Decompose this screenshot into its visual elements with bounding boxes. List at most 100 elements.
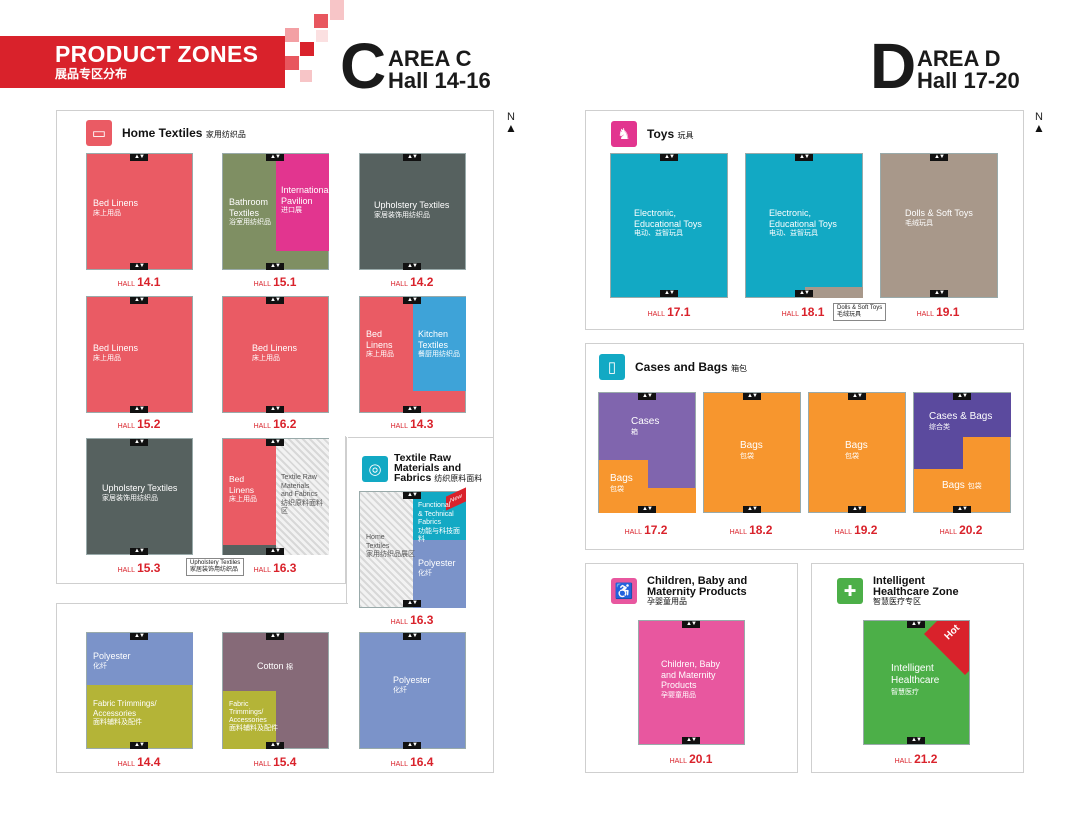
hall-16-4[interactable]: Polyester 化纤	[359, 632, 466, 749]
hall-zone: Bags 包袋	[704, 440, 763, 462]
hall-21-2[interactable]: Hot Intelligent Healthcare 智慧医疗	[863, 620, 970, 745]
zone-label: and Maternity	[661, 669, 716, 680]
zone-label: Electronic,	[634, 208, 677, 218]
hall-16-2[interactable]: Bed Linens 床上用品	[222, 296, 329, 413]
zone-label: Upholstery Textiles	[102, 483, 178, 493]
entrance-arrows-icon: ▲▼	[953, 393, 971, 400]
zone-label: Accessories	[93, 708, 137, 718]
callout-label-zh: 毛绒玩具	[837, 312, 862, 318]
zone-textile-raw: ◎ Textile Raw Materials and Fabrics 纺织原料面料	[362, 453, 482, 484]
hall-15-3[interactable]: Upholstery Textiles 家居装饰用纺织品	[86, 438, 193, 555]
zone-label-zh: 床上用品	[93, 354, 121, 362]
north-arrow-icon: ▲	[1033, 121, 1045, 135]
entrance-arrows-icon: ▲▼	[848, 506, 866, 513]
zone-label-zh: 床上用品	[93, 209, 121, 217]
zone-title: Healthcare Zone	[873, 585, 959, 598]
zone-label: Bags	[740, 440, 763, 451]
hall-15-4[interactable]: Cotton 棉 Fabric Trimmings/Accessories 面料辅料…	[222, 632, 329, 749]
hall-zone: Bed Linens 床上用品	[223, 343, 297, 364]
hall-number: 16.4	[410, 755, 434, 769]
hall-20-1[interactable]: Children, Baby and Maternity Products 孕婴童用品	[638, 620, 745, 745]
hall-prefix: HALL	[253, 281, 272, 288]
deco-square	[330, 0, 344, 20]
zone-label: International	[281, 185, 331, 195]
hall-prefix: HALL	[253, 761, 272, 768]
deco-square	[285, 28, 299, 42]
kitchen-textiles-block	[413, 297, 466, 391]
hall-label: HALL 17.2	[606, 523, 686, 537]
zone-label: Cases & Bags	[929, 411, 993, 422]
area-c-title: AREA C Hall 14-16	[388, 48, 491, 92]
zone-label: Bags	[942, 480, 965, 491]
hall-zone: International Pavilion 进口展	[275, 185, 331, 217]
zone-title: Materials and	[394, 462, 462, 474]
cases-bags-block	[914, 393, 1011, 437]
hall-18-2[interactable]: Bags 包袋	[703, 392, 801, 513]
zone-title: Textile Raw	[394, 452, 451, 464]
zone-label: Educational Toys	[634, 218, 702, 229]
hall-15-2[interactable]: Bed Linens 床上用品	[86, 296, 193, 413]
zone-label-zh: 餐厨用纺织品	[418, 351, 460, 358]
hall-prefix: HALL	[729, 529, 748, 536]
hall-14-1[interactable]: Bed Linens 床上用品	[86, 153, 193, 270]
hall-17-1[interactable]: Electronic, Educational Toys 电动、益智玩具	[610, 153, 728, 298]
zone-label: & Technical	[418, 510, 454, 518]
zone-label: Bags	[845, 440, 868, 451]
hall-label: HALL 14.3	[372, 417, 452, 431]
hall-number: 15.1	[273, 275, 297, 289]
hall-label: HALL 14.2	[372, 275, 452, 289]
zone-title-zh: 玩具	[677, 131, 694, 140]
zone-label: Polyester	[393, 675, 431, 685]
hall-19-2[interactable]: Bags 包袋	[808, 392, 906, 513]
zone-label-zh: 毛绒玩具	[905, 219, 933, 227]
hall-zone: Dolls & Soft Toys 毛绒玩具	[881, 208, 973, 229]
entrance-arrows-icon: ▲▼	[266, 633, 284, 640]
international-pavilion-block	[276, 154, 329, 251]
hall-prefix: HALL	[624, 529, 643, 536]
hall-14-3[interactable]: Bed Linens 床上用品 Kitchen Textiles 餐厨用纺织品	[359, 296, 466, 413]
entrance-arrows-icon: ▲▼	[266, 154, 284, 161]
zone-label: Bed Linens	[93, 343, 139, 353]
stroller-icon: ♿	[611, 578, 637, 604]
hall-number: 14.1	[137, 275, 161, 289]
page-title: PRODUCT ZONES	[55, 41, 259, 67]
hall-number: 16.3	[273, 561, 297, 575]
hall-prefix: HALL	[390, 423, 409, 430]
entrance-arrows-icon: ▲▼	[130, 439, 148, 446]
hall-zone: Cases 箱	[599, 416, 659, 438]
hall-16-3[interactable]: Bed Linens 床上用品 Textile Raw Materials and Fa…	[222, 438, 329, 555]
hall-14-2[interactable]: Upholstery Textiles 家居装饰用纺织品	[359, 153, 466, 270]
hall-zone: Functional & Technical Fabrics 功能与科技面料	[412, 502, 465, 545]
hall-zone: Children, Baby and Maternity Products 孕婴童用品	[639, 659, 720, 701]
hall-20-2[interactable]: Cases & Bags 综合类 Bags 包袋	[913, 392, 1011, 513]
zone-label-zh: 床上用品	[229, 496, 257, 503]
suitcase-icon: ▯	[599, 354, 625, 380]
hall-18-1[interactable]: Electronic, Educational Toys 电动、益智玩具	[745, 153, 863, 298]
hall-17-2[interactable]: Cases 箱 Bags 包袋	[598, 392, 696, 513]
zone-label-zh: 电动、益智玩具	[634, 230, 683, 237]
panel-mask	[347, 437, 348, 585]
zone-label: Fabric	[229, 701, 249, 708]
bed-icon: ▭	[86, 120, 112, 146]
hall-prefix: HALL	[253, 567, 272, 574]
hall-number: 15.3	[137, 561, 161, 575]
area-c-line2: Hall 14-16	[388, 68, 491, 93]
zone-label: Children, Baby	[661, 659, 721, 669]
entrance-arrows-icon: ▲▼	[403, 742, 421, 749]
hall-number: 14.3	[410, 417, 434, 431]
hall-prefix: HALL	[117, 761, 136, 768]
hall-14-4[interactable]: Polyester 化纤 Fabric Trimmings/Accessories…	[86, 632, 193, 749]
hall-19-1[interactable]: Dolls & Soft Toys 毛绒玩具	[880, 153, 998, 298]
zone-title: Children, Baby and	[647, 575, 748, 587]
hall-zone: Bed Linens 床上用品	[87, 343, 138, 364]
entrance-arrows-icon: ▲▼	[848, 393, 866, 400]
zone-label: Textiles	[366, 542, 390, 550]
hall-number: 21.2	[914, 752, 938, 766]
hall-15-1[interactable]: Bathroom Textiles 浴室用纺织品 International Pavi…	[222, 153, 331, 270]
zone-label-zh: 电动、益智玩具	[769, 230, 818, 237]
zone-label: Fabrics	[418, 519, 441, 526]
polyester-block	[87, 633, 193, 685]
hall-16-3-raw[interactable]: New Home Textiles 家用纺织品展区 Functional & Tech…	[359, 487, 466, 608]
hall-zone: Electronic, Educational Toys 电动、益智玩具	[746, 208, 837, 240]
page-subtitle: 展品专区分布	[55, 67, 128, 81]
